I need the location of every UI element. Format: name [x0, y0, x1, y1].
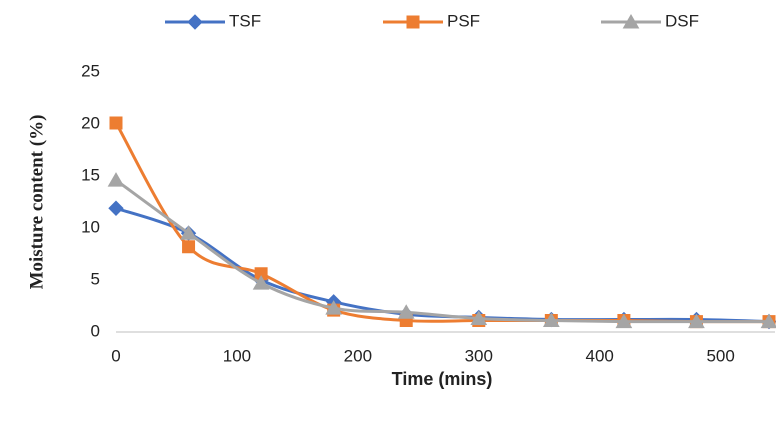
series-line — [115, 178, 769, 324]
legend-marker — [406, 15, 420, 29]
series-line — [115, 206, 770, 324]
legend-marker — [622, 13, 640, 29]
x-tick-label: 0 — [111, 346, 120, 365]
marker — [542, 312, 560, 328]
marker — [760, 313, 776, 329]
marker — [182, 240, 196, 254]
marker — [254, 267, 268, 281]
marker — [615, 313, 633, 329]
marker — [470, 310, 488, 325]
x-tick-label: 400 — [586, 346, 614, 365]
legend-label: PSF — [447, 11, 480, 30]
y-axis-title: Moisture content (%) — [26, 115, 47, 290]
legend-marker — [187, 14, 203, 30]
legend-label: DSF — [665, 11, 699, 30]
marker — [325, 300, 343, 315]
marker — [108, 200, 124, 216]
series-line — [114, 122, 770, 324]
x-tick-label: 100 — [223, 346, 251, 365]
marker — [252, 275, 270, 290]
x-tick-label: 500 — [706, 346, 734, 365]
y-tick-label: 20 — [81, 113, 100, 132]
legend-label: TSF — [229, 11, 261, 30]
y-tick-label: 25 — [81, 61, 100, 80]
marker — [397, 304, 415, 319]
y-tick-label: 10 — [81, 217, 100, 236]
marker — [109, 116, 123, 130]
marker — [107, 172, 125, 187]
y-tick-label: 15 — [81, 165, 100, 184]
marker — [180, 225, 197, 240]
y-tick-label: 0 — [91, 321, 100, 340]
marker — [688, 313, 705, 329]
y-tick-label: 5 — [91, 269, 100, 288]
x-tick-label: 300 — [465, 346, 493, 365]
x-tick-label: 200 — [344, 346, 372, 365]
x-axis-title: Time (mins) — [392, 369, 493, 389]
